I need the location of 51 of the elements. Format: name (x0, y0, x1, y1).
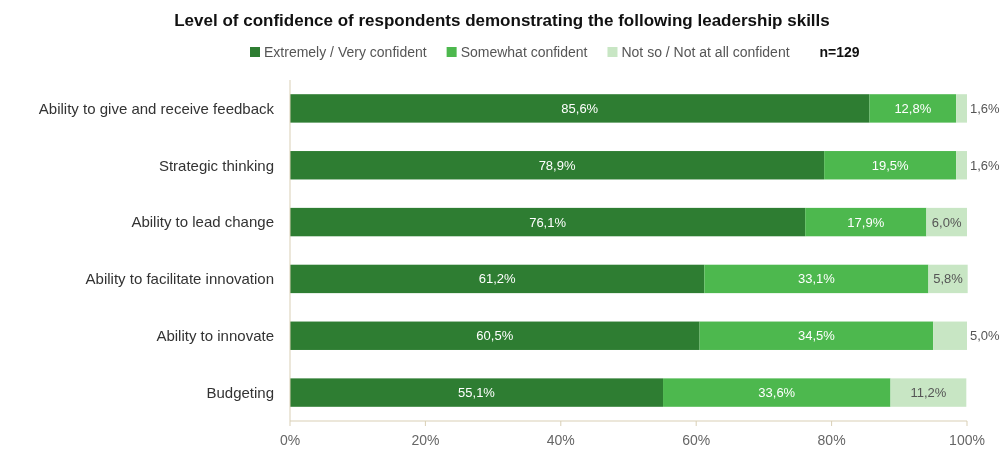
bar (290, 321, 700, 350)
data-label: 60,5% (476, 328, 514, 344)
data-label: 34,5% (797, 328, 836, 344)
bar (290, 94, 870, 123)
y-tick-label: Ability to lead change (131, 213, 274, 231)
bar (956, 94, 967, 123)
y-tick-label: Strategic thinking (158, 156, 274, 174)
data-label: 85,6% (561, 100, 599, 116)
data-label: 5,0% (970, 328, 1001, 344)
data-label: 19,5% (871, 157, 910, 173)
data-label: 5,8% (933, 271, 964, 287)
bar (290, 151, 825, 180)
data-label: 6,0% (931, 214, 962, 230)
data-label: 33,1% (797, 271, 836, 287)
legend-label: Somewhat confident (460, 43, 588, 60)
data-label: 76,1% (529, 214, 567, 230)
x-tick-label: 100% (949, 432, 985, 448)
x-tick-label: 40% (546, 432, 575, 448)
bar (824, 151, 957, 180)
y-tick-label: Budgeting (206, 383, 274, 401)
bar (890, 378, 967, 407)
x-tick-label: 20% (411, 432, 440, 448)
bar (290, 378, 664, 407)
y-tick-label: Ability to facilitate innovation (85, 270, 274, 288)
x-tick-label: 0% (279, 432, 301, 448)
data-label: 61,2% (478, 271, 517, 287)
chart-title: Level of confidence of respondents demonstrating the following leadership skills (174, 11, 830, 30)
data-label: 33,6% (758, 385, 796, 401)
text: n=129 (819, 43, 860, 60)
bar (704, 264, 929, 294)
bar (805, 207, 927, 237)
bar (290, 207, 806, 237)
data-label: 1,6% (970, 157, 1001, 173)
data-label: 55,1% (458, 385, 496, 401)
data-label: 1,6% (970, 100, 1001, 116)
bar (869, 94, 957, 123)
legend-label: Not so / Not at all confident (621, 43, 790, 60)
bar (290, 264, 705, 294)
y-tick-label: Ability to give and receive feedback (38, 99, 275, 117)
bar (933, 321, 967, 350)
bar (699, 321, 934, 350)
data-label: 78,9% (538, 157, 576, 173)
legend-label: Extremely / Very confident (264, 43, 427, 60)
data-label: 17,9% (847, 214, 885, 230)
bar (663, 378, 891, 407)
bar (956, 151, 967, 180)
x-tick-label: 60% (682, 432, 711, 448)
data-label: 11,2% (910, 385, 947, 401)
x-tick-label: 80% (817, 432, 846, 448)
data-label: 12,8% (894, 100, 932, 116)
y-tick-label: Ability to innovate (156, 327, 274, 344)
